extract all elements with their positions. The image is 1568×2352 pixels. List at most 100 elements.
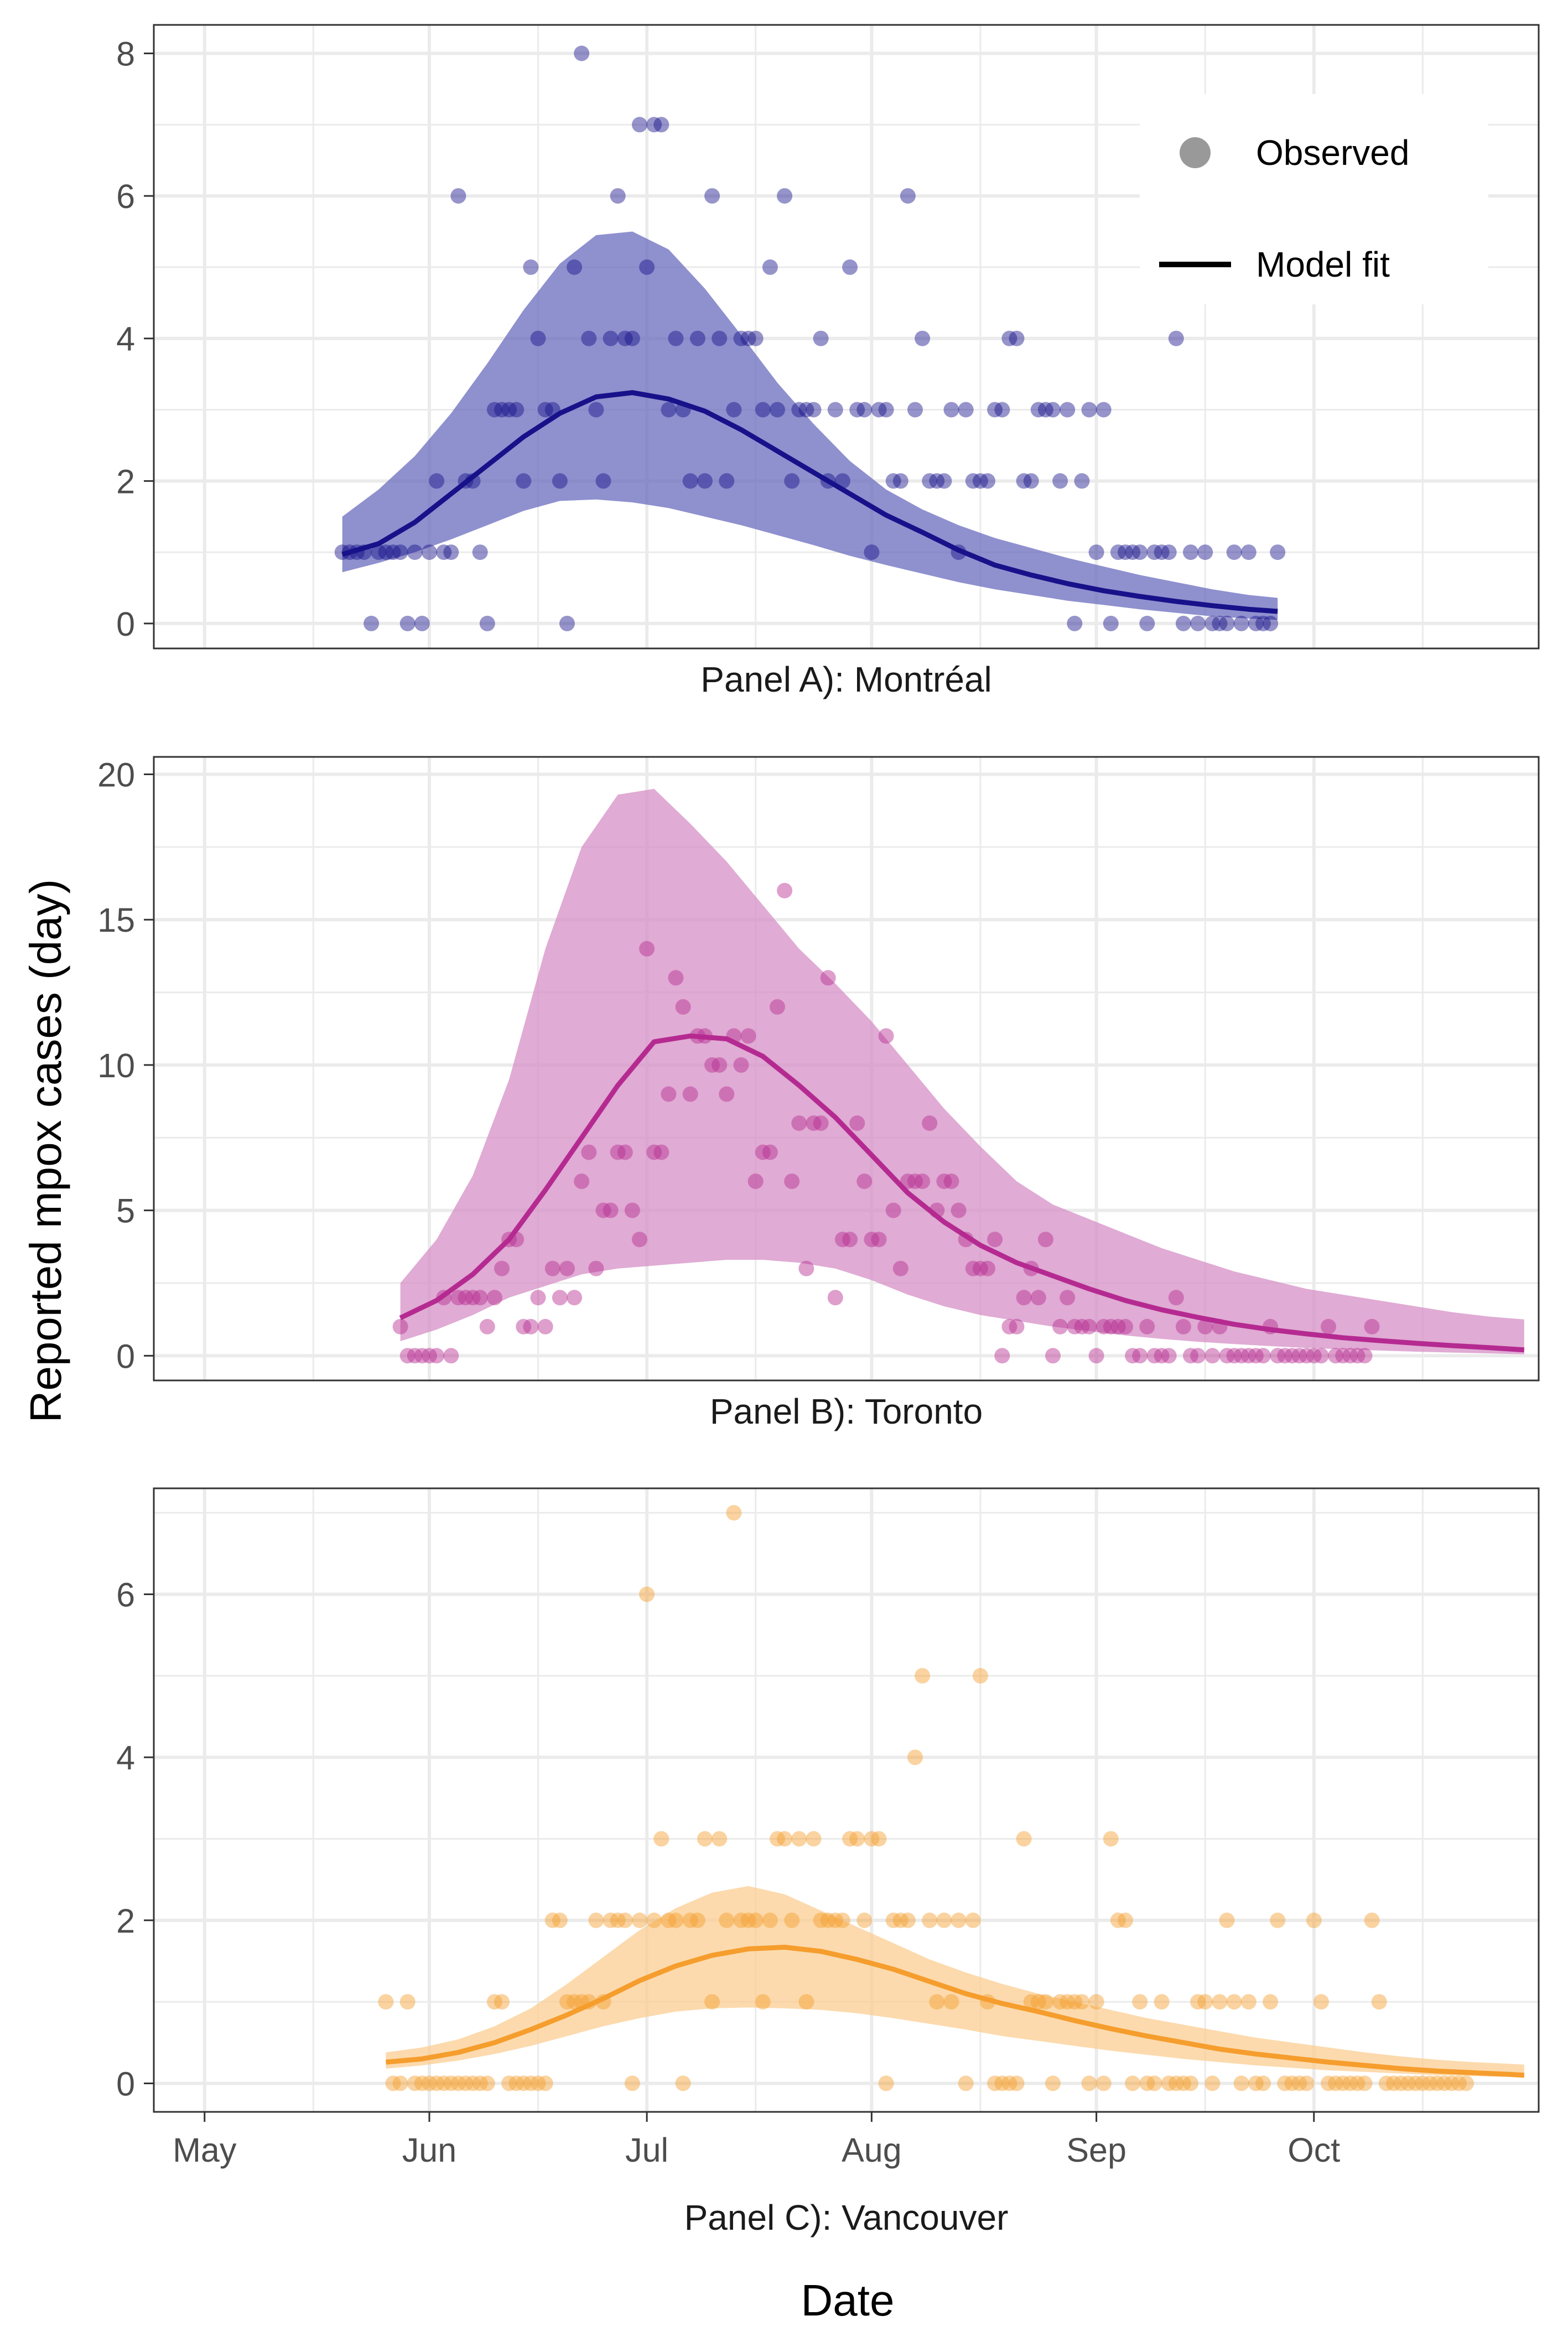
observed-point [1212,615,1228,631]
observed-point [378,1994,394,2010]
x-tick-label: Jul [625,2131,668,2169]
observed-point [1023,473,1039,489]
observed-point [1422,2075,1438,2091]
observed-point [871,1831,887,1847]
observed-point [972,1668,988,1684]
observed-point [1313,1348,1329,1364]
observed-point [1248,2075,1264,2091]
observed-point [1299,1348,1315,1364]
observed-point [610,188,626,204]
observed-point [1095,402,1112,418]
observed-point [1030,402,1046,418]
observed-point [371,544,387,560]
observed-point [537,1318,553,1335]
observed-point [885,473,901,489]
observed-point [385,2075,401,2091]
observed-point [987,402,1003,418]
observed-point [1371,1994,1387,2010]
observed-point [632,1232,647,1248]
observed-point [878,402,894,418]
observed-point [646,1144,662,1160]
observed-point [827,1912,843,1928]
observed-point [1146,2075,1162,2091]
observed-point [443,1348,459,1364]
observed-point [1001,330,1017,346]
observed-point [1081,1318,1097,1335]
observed-point [1110,1912,1126,1928]
observed-point [719,473,735,489]
observed-point [1060,1994,1076,2010]
observed-point [1074,1318,1090,1335]
panel-label: Panel A): Montréal [700,660,992,699]
observed-point [1009,330,1025,346]
observed-point [1451,2075,1467,2091]
observed-point [980,473,995,489]
observed-point [494,1994,510,2010]
observed-point [965,1912,981,1928]
observed-point [508,2075,525,2091]
observed-point [508,402,525,418]
observed-point [856,1174,873,1190]
observed-point [1328,2075,1344,2091]
panel-label: Panel B): Toronto [710,1392,983,1431]
observed-point [1400,2075,1416,2091]
observed-point [1270,544,1286,560]
observed-point [574,45,590,61]
y-tick-label: 4 [116,320,135,358]
observed-point [1067,615,1083,631]
observed-point [791,1115,807,1131]
observed-point [791,1831,807,1847]
observed-point [1016,1290,1032,1306]
observed-point [1429,2075,1445,2091]
observed-point [465,1290,481,1306]
observed-point [1103,615,1119,631]
observed-point [1103,1831,1119,1847]
observed-point [1183,2075,1198,2091]
observed-point [1263,1994,1279,2010]
panel-toronto: 0 5 10 15 20 Panel B): Toronto [97,756,1540,1431]
observed-point [951,1912,967,1928]
observed-point [501,2075,517,2091]
observed-point [472,1290,488,1306]
observed-point [689,330,705,346]
observed-point [668,330,684,346]
legend-background [1140,94,1488,304]
observed-point [632,117,647,133]
observed-point [407,2075,423,2091]
observed-point [1175,2075,1191,2091]
observed-point [465,2075,481,2091]
observed-point [675,2075,691,2091]
observed-point [1393,2075,1409,2091]
y-tick-label: 6 [116,1576,135,1614]
observed-point [1233,615,1249,631]
observed-point [559,1260,575,1276]
observed-point [1335,1348,1351,1364]
observed-point [530,2075,546,2091]
y-tick-label: 2 [116,1902,135,1940]
observed-point [849,1831,865,1847]
model-fit-band [386,1886,1524,2078]
observed-point [617,1144,633,1160]
observed-point [907,1174,923,1190]
observed-point [994,2075,1010,2091]
observed-point [1458,2075,1474,2091]
observed-point [1415,2075,1431,2091]
observed-point [1197,1318,1213,1335]
observed-point [639,941,655,957]
observed-point [755,402,771,418]
observed-point [516,473,532,489]
observed-point [1378,2075,1394,2091]
observed-point [1095,2075,1112,2091]
observed-point [1146,1348,1162,1364]
observed-point [747,1912,764,1928]
observed-point [806,1831,822,1847]
legend-observed-key [1180,137,1211,168]
observed-point [1357,2075,1373,2091]
observed-point [1204,1348,1221,1364]
observed-point [697,1831,713,1847]
observed-point [1263,615,1279,631]
observed-point [762,259,778,275]
observed-point [1161,2075,1177,2091]
observed-point [1168,330,1184,346]
observed-point [422,1348,437,1364]
